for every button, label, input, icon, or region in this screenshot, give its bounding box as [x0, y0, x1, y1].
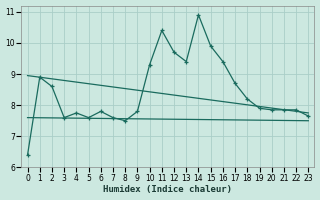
X-axis label: Humidex (Indice chaleur): Humidex (Indice chaleur) — [103, 185, 232, 194]
